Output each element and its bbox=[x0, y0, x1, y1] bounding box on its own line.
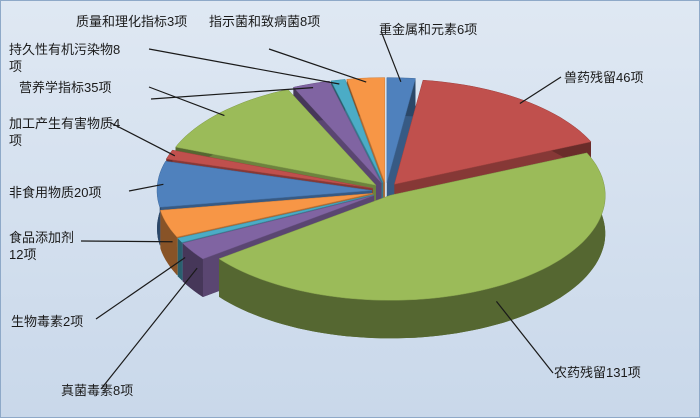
slice-side bbox=[182, 243, 203, 297]
slice-side bbox=[177, 238, 182, 281]
slice-top bbox=[218, 152, 606, 301]
slice-top bbox=[165, 149, 373, 189]
slice-label: 加工产生有害物质4项 bbox=[9, 116, 121, 148]
slice-top bbox=[182, 195, 375, 260]
slice-label: 指示菌和致病菌8项 bbox=[209, 14, 321, 29]
slice-side bbox=[219, 152, 606, 339]
slice bbox=[218, 152, 606, 339]
slice-top bbox=[177, 194, 374, 243]
slice-top bbox=[156, 160, 373, 208]
slice-label: 兽药残留46项 bbox=[564, 70, 644, 85]
slice-top bbox=[292, 80, 382, 184]
slice-top bbox=[160, 193, 373, 238]
slice-side bbox=[160, 210, 177, 275]
slice-label: 非食用物质20项 bbox=[9, 185, 102, 200]
leader-line bbox=[110, 122, 176, 157]
slice-label: 重金属和元素6项 bbox=[379, 22, 478, 37]
leader-line bbox=[495, 300, 554, 374]
slice-top bbox=[394, 79, 592, 185]
slice-top bbox=[346, 77, 386, 183]
leader-line bbox=[148, 86, 225, 117]
slice-top bbox=[330, 79, 384, 183]
leader-line bbox=[80, 240, 173, 243]
slice-label: 持久性有机污染物8项 bbox=[9, 42, 121, 74]
slice-label: 食品添加剂12项 bbox=[9, 230, 75, 262]
leader-line bbox=[268, 48, 367, 83]
slice-top bbox=[386, 77, 416, 183]
leader-line bbox=[150, 87, 314, 100]
leader-line bbox=[519, 76, 562, 105]
leader-line bbox=[128, 183, 164, 192]
leader-line bbox=[380, 30, 402, 83]
slice-label: 营养学指标35项 bbox=[19, 80, 112, 95]
leader-line bbox=[95, 257, 186, 320]
slice-top bbox=[175, 89, 377, 186]
leader-line bbox=[148, 48, 340, 85]
slice-label: 真菌毒素8项 bbox=[61, 383, 134, 398]
slice-label: 生物毒素2项 bbox=[11, 314, 84, 329]
slice-label: 质量和理化指标3项 bbox=[76, 14, 188, 29]
leader-line bbox=[100, 267, 198, 390]
slice-label: 农药残留131项 bbox=[554, 365, 641, 380]
